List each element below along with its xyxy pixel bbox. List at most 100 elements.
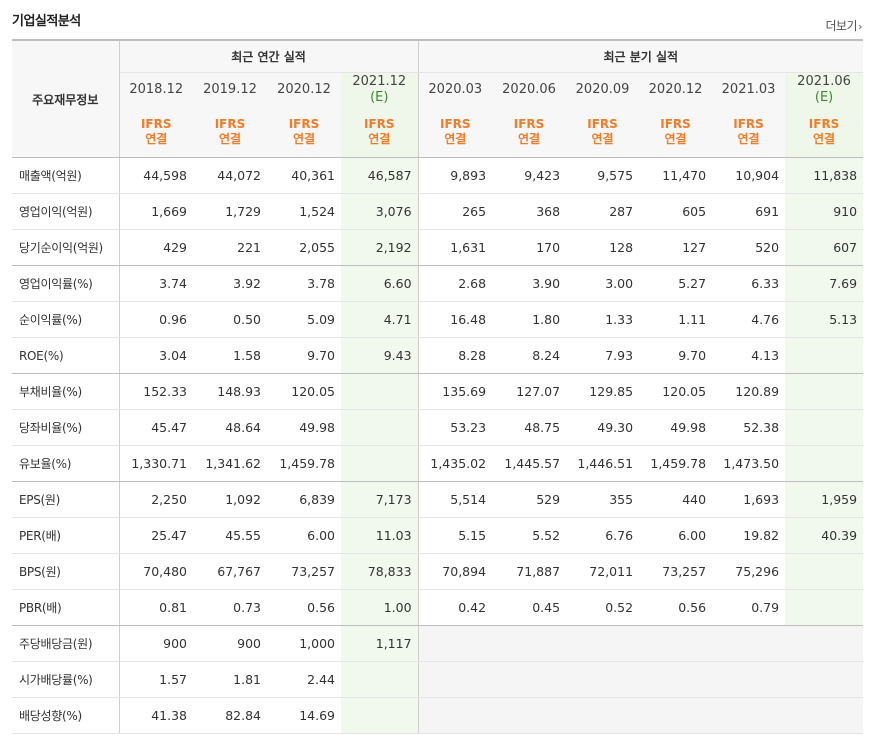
chevron-right-icon[interactable]: › [858,20,862,33]
table-cell: 7,173 [341,481,419,518]
period-label: 2021.12 [352,73,407,89]
table-cell: 1,330.71 [119,445,193,482]
table-cell: 6.00 [267,517,341,554]
period-header: 2020.12 [267,72,341,106]
row-label: 주당배당금(원) [12,625,120,662]
period-header: 2021.12 (E) [341,72,419,106]
table-cell: 5.13 [785,301,864,338]
table-cell: 2,250 [119,481,193,518]
table-cell: 9.70 [267,337,341,374]
row-label: 매출액(억원) [12,157,120,194]
type-top: IFRS [808,116,840,131]
type-top: IFRS [288,116,320,131]
row-label: ROE(%) [12,337,120,374]
table-cell [639,661,713,698]
table-cell: 910 [785,193,864,230]
accounting-type: IFRS 연결 [566,106,640,158]
more-link[interactable]: 더보기› [825,17,862,34]
type-bottom: 연결 [518,131,541,146]
table-cell: 120.89 [712,373,786,410]
row-label: PER(배) [12,517,120,554]
table-cell: 5.15 [418,517,493,554]
table-cell: 607 [785,229,864,266]
table-cell: 9,575 [566,157,640,194]
table-cell: 529 [492,481,567,518]
table-cell: 6,839 [267,481,341,518]
table-cell [785,409,864,446]
table-row: 영업이익(억원) 1,669 1,729 1,524 3,076 265 368 287 605… [12,193,864,230]
table-cell [639,625,713,662]
period-header: 2018.12 [119,72,193,106]
table-cell: 520 [712,229,786,266]
table-cell [785,445,864,482]
period-header: 2019.12 [193,72,267,106]
table-cell: 0.81 [119,589,193,626]
table-cell [341,409,419,446]
table-cell: 5,514 [418,481,493,518]
table-cell: 7.69 [785,265,864,302]
table-cell [639,697,713,734]
table-cell: 128 [566,229,640,266]
table-cell: 4.13 [712,337,786,374]
table-cell: 6.33 [712,265,786,302]
table-cell: 73,257 [267,553,341,590]
table-cell: 0.56 [267,589,341,626]
table-cell: 4.71 [341,301,419,338]
row-label: 부채비율(%) [12,373,120,410]
more-label[interactable]: 더보기 [825,19,858,33]
type-top: IFRS [440,116,471,131]
table-cell: 9.43 [341,337,419,374]
table-cell: 45.55 [193,517,267,554]
table-cell [712,661,786,698]
table-cell: 900 [119,625,193,662]
table-cell [492,625,567,662]
table-cell: 9,893 [418,157,493,194]
table-cell: 1,459.78 [267,445,341,482]
table-cell: 368 [492,193,567,230]
table-cell: 19.82 [712,517,786,554]
table-cell: 2.68 [418,265,493,302]
table-cell [492,697,567,734]
period-header: 2021.06 (E) [785,72,864,106]
table-cell: 1,000 [267,625,341,662]
table-cell: 44,072 [193,157,267,194]
table-row: 유보율(%) 1,330.71 1,341.62 1,459.78 1,435.02 1,… [12,445,864,482]
table-row: 시가배당률(%) 1.57 1.81 2.44 [12,661,864,698]
table-row: 당기순이익(억원) 429 221 2,055 2,192 1,631 170 128 127 5… [12,229,864,266]
table-cell: 1,445.57 [492,445,567,482]
table-cell: 53.23 [418,409,493,446]
accounting-type: IFRS 연결 [785,106,864,158]
table-cell [341,445,419,482]
table-cell: 1.81 [193,661,267,698]
table-cell: 691 [712,193,786,230]
table-cell: 605 [639,193,713,230]
table-cell: 52.38 [712,409,786,446]
table-cell [341,697,419,734]
annual-group-header: 최근 연간 실적 [119,39,419,73]
table-cell: 40,361 [267,157,341,194]
period-header: 2020.12 [639,72,713,106]
table-cell: 0.42 [418,589,493,626]
table-cell: 1.11 [639,301,713,338]
table-cell: 1.33 [566,301,640,338]
type-top: IFRS [364,116,395,131]
table-cell: 1,959 [785,481,864,518]
table-cell: 3.74 [119,265,193,302]
type-bottom: 연결 [145,131,168,146]
table-cell: 0.56 [639,589,713,626]
table-cell: 170 [492,229,567,266]
table-row: 당좌비율(%) 45.47 48.64 49.98 53.23 48.75 49.30 49.… [12,409,864,446]
table-cell: 67,767 [193,553,267,590]
table-cell: 8.24 [492,337,567,374]
table-cell: 71,887 [492,553,567,590]
table-cell: 9,423 [492,157,567,194]
row-label: 영업이익(억원) [12,193,120,230]
type-bottom: 연결 [292,131,316,146]
table-cell: 11,470 [639,157,713,194]
table-cell: 429 [119,229,193,266]
table-cell [566,625,640,662]
table-cell [712,625,786,662]
estimate-mark: (E) [814,89,834,105]
table-cell: 49.98 [267,409,341,446]
table-cell [785,589,864,626]
